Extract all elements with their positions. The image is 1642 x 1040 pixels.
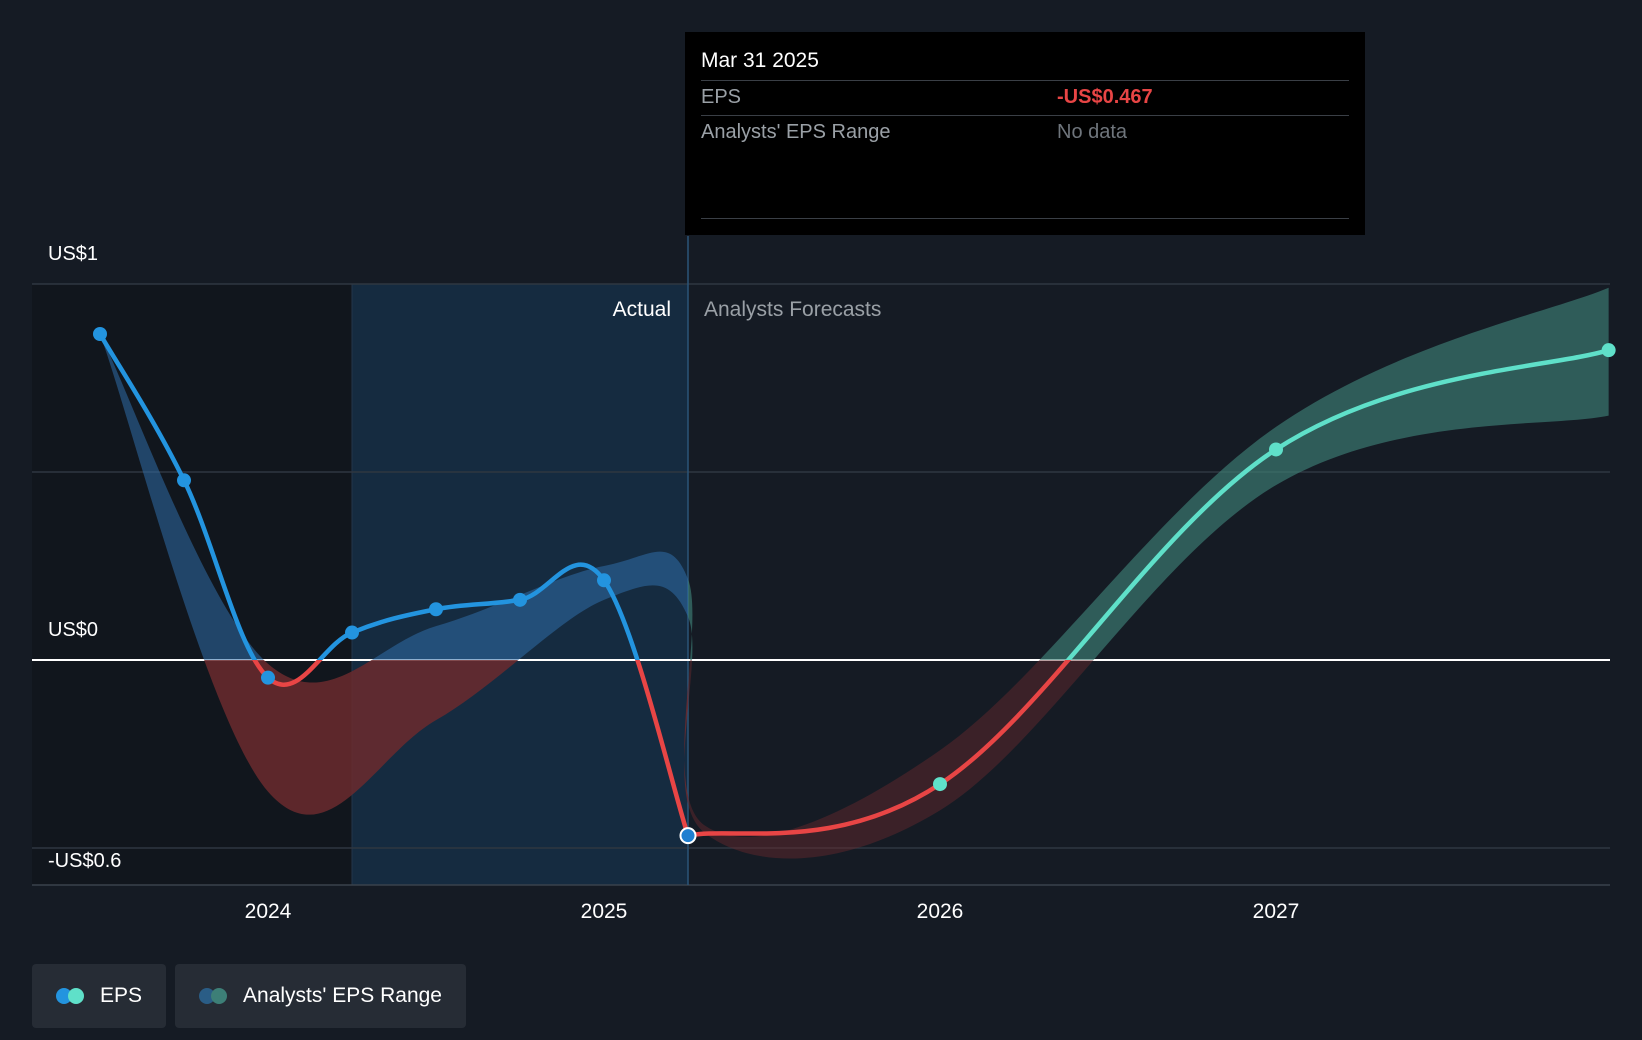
analysts-eps-range-band bbox=[688, 660, 1094, 859]
y-tick-label: -US$0.6 bbox=[48, 850, 121, 872]
x-tick-label: 2027 bbox=[1253, 900, 1300, 923]
eps-actual-point bbox=[345, 625, 359, 640]
eps-actual-point bbox=[261, 670, 275, 685]
x-tick-label: 2025 bbox=[581, 900, 628, 923]
eps-actual-point bbox=[513, 592, 527, 607]
eps-forecast-line-negative bbox=[685, 660, 1072, 838]
tooltip-divider bbox=[701, 218, 1349, 219]
analysts-eps-range-band bbox=[204, 660, 688, 815]
forecast-section-label: Analysts Forecasts bbox=[704, 298, 881, 321]
eps-forecast-point bbox=[1269, 442, 1283, 457]
analysts-eps-range-band bbox=[688, 287, 1609, 660]
actual-section-label: Actual bbox=[613, 298, 671, 321]
tooltip-range-label: Analysts' EPS Range bbox=[701, 121, 891, 143]
eps-forecast-point bbox=[1601, 343, 1616, 358]
x-tick-label: 2026 bbox=[917, 900, 964, 923]
tooltip-date: Mar 31 2025 bbox=[701, 49, 819, 72]
legend-range-label: Analysts' EPS Range bbox=[243, 984, 442, 1007]
tooltip-eps-label: EPS bbox=[701, 86, 742, 108]
range-legend-icon bbox=[199, 988, 229, 1004]
tooltip-eps-value: -US$0.467 bbox=[1057, 86, 1153, 108]
eps-actual-point bbox=[93, 327, 107, 342]
eps-highlighted-point bbox=[679, 827, 697, 845]
x-tick-label: 2024 bbox=[245, 900, 292, 923]
legend-eps-label: EPS bbox=[100, 984, 143, 1007]
tooltip-range-value: No data bbox=[1057, 121, 1128, 143]
eps-actual-point bbox=[177, 473, 191, 488]
eps-forecast-line bbox=[1065, 347, 1611, 660]
legend-eps-button[interactable]: EPS bbox=[32, 964, 167, 1028]
legend-range-button[interactable]: Analysts' EPS Range bbox=[175, 964, 466, 1028]
eps-actual-point bbox=[597, 573, 611, 588]
eps-legend-icon bbox=[56, 988, 86, 1004]
chart-legend: EPS Analysts' EPS Range bbox=[32, 964, 466, 1028]
tooltip-eps-row: EPS -US$0.467 bbox=[701, 80, 1349, 115]
hover-tooltip: Mar 31 2025 EPS -US$0.467 Analysts' EPS … bbox=[685, 32, 1365, 235]
tooltip-range-row: Analysts' EPS Range No data bbox=[701, 115, 1349, 150]
eps-forecast-point bbox=[933, 777, 947, 792]
y-tick-label: US$1 bbox=[48, 243, 98, 265]
y-tick-label: US$0 bbox=[48, 619, 98, 641]
eps-actual-point bbox=[429, 602, 443, 617]
